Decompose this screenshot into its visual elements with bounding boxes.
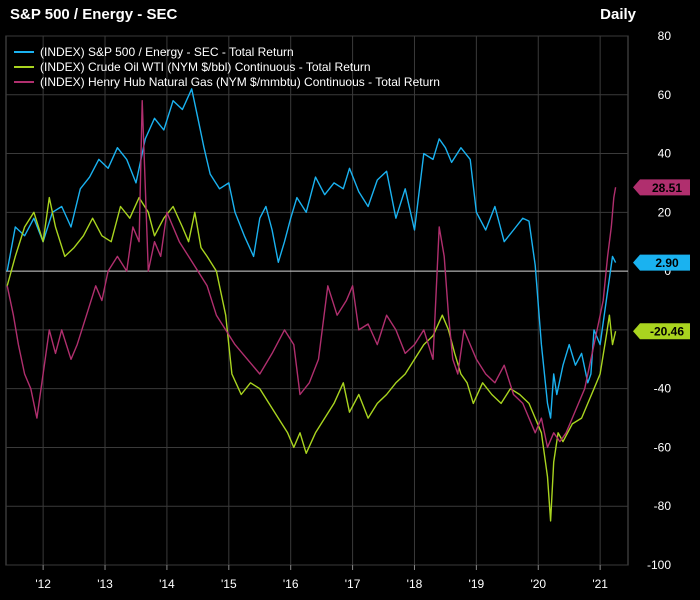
legend-label: (INDEX) Crude Oil WTI (NYM $/bbl) Contin… — [40, 60, 371, 74]
y-tick-label: -60 — [654, 440, 672, 454]
x-tick-label: '13 — [97, 577, 113, 591]
x-tick-label: '17 — [345, 577, 361, 591]
x-tick-label: '21 — [592, 577, 608, 591]
last-value-tag-bg — [633, 254, 690, 271]
last-value-tag-1: -20.46 — [633, 323, 690, 340]
y-tick-label: 0 — [664, 264, 671, 278]
last-value-tag-2: 28.51 — [633, 179, 690, 196]
x-tick-label: '16 — [283, 577, 299, 591]
x-tick-label: '18 — [407, 577, 423, 591]
y-tick-label: -80 — [654, 499, 672, 513]
series-line-1 — [6, 196, 617, 522]
y-tick-label: 60 — [658, 88, 672, 102]
series-line-0 — [6, 88, 617, 419]
y-tick-label: -100 — [647, 558, 671, 572]
y-tick-label: 80 — [658, 29, 672, 43]
chart-title: S&P 500 / Energy - SEC — [10, 6, 178, 23]
plot-area — [5, 35, 629, 566]
legend-label: (INDEX) Henry Hub Natural Gas (NYM $/mmb… — [40, 75, 440, 89]
x-tick-label: '15 — [221, 577, 237, 591]
frequency-label: Daily — [600, 6, 636, 23]
x-tick-label: '12 — [35, 577, 51, 591]
x-tick-label: '14 — [159, 577, 175, 591]
last-value-label: 28.51 — [652, 181, 682, 195]
y-tick-label: -40 — [654, 382, 672, 396]
y-tick-label: 20 — [658, 205, 672, 219]
x-tick-label: '20 — [530, 577, 546, 591]
last-value-tag-0: 2.90 — [633, 254, 690, 271]
y-tick-label: 40 — [658, 147, 672, 161]
x-tick-label: '19 — [469, 577, 485, 591]
last-value-label: -20.46 — [650, 325, 684, 339]
last-value-tag-bg — [633, 179, 690, 196]
last-value-label: 2.90 — [655, 256, 679, 270]
legend-label: (INDEX) S&P 500 / Energy - SEC - Total R… — [40, 45, 294, 59]
last-value-tag-bg — [633, 323, 690, 340]
series-line-2 — [6, 99, 617, 449]
